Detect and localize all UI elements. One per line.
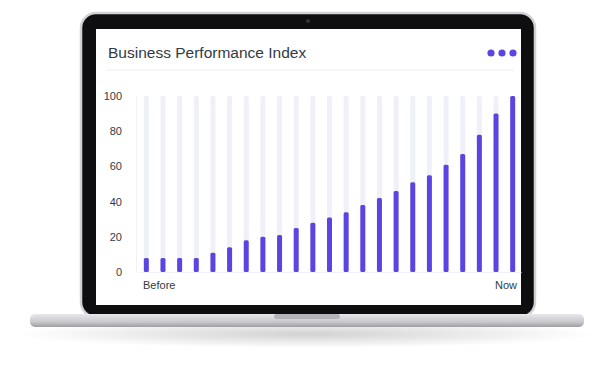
bar-track [344,96,349,272]
bar [194,258,199,272]
x-axis-line [139,272,522,273]
page: Business Performance Index 0 20 40 60 80 100 Be… [0,0,614,379]
bar-track [210,96,215,272]
bar [494,114,499,272]
y-axis-line [136,97,137,273]
menu-dots[interactable] [487,49,516,56]
bar [510,96,515,272]
x-tick: Before [143,272,175,291]
bar [377,198,382,272]
bar [177,258,182,272]
bar [410,182,415,272]
bar-track [494,96,499,272]
bar-track [194,96,199,272]
y-tick-label: 40 [110,196,122,208]
bar [210,253,215,272]
bar-track [394,96,399,272]
bar [294,228,299,272]
menu-dot[interactable] [487,49,494,56]
laptop-notch [274,314,340,319]
bar-track [310,96,315,272]
laptop-bezel [81,13,535,317]
bar-track [327,96,332,272]
header-divider [106,70,514,71]
bar [394,191,399,272]
bar-track [377,96,382,272]
bar [360,205,365,272]
y-tick: 100 [104,90,136,102]
chart-title: Business Performance Index [108,44,306,61]
bar-track [144,96,149,272]
bar [144,258,149,272]
bar-track [360,96,365,272]
bar [427,175,432,272]
menu-dot[interactable] [509,49,516,56]
bar-track [510,96,515,272]
bar [327,217,332,272]
x-tick-label: Now [495,279,517,291]
bar [227,247,232,272]
plot-area [144,96,515,272]
bar-track [427,96,432,272]
bar-track [444,96,449,272]
y-tick: 60 [110,160,136,172]
bar [477,135,482,272]
laptop-camera [306,19,310,23]
bar-track [177,96,182,272]
bar [160,258,165,272]
bar [260,237,265,272]
bar [277,235,282,272]
y-tick: 80 [110,125,136,137]
bar-track [477,96,482,272]
y-tick-label: 0 [116,266,122,278]
y-tick-label: 80 [110,125,122,137]
y-tick: 0 [116,266,136,278]
bar-track [294,96,299,272]
bar-track [227,96,232,272]
bar-track [244,96,249,272]
y-axis: 0 20 40 60 80 100 [104,90,137,278]
x-axis: Before Now [139,272,522,291]
y-tick-label: 100 [104,90,122,102]
bar [460,154,465,272]
bar [444,165,449,272]
bar-track [160,96,165,272]
bar [344,212,349,272]
bar-track [277,96,282,272]
menu-dot[interactable] [498,49,505,56]
bar [244,240,249,272]
laptop [17,13,597,348]
y-tick: 40 [110,196,136,208]
bar [310,223,315,272]
laptop-base [30,314,584,327]
bar-track [260,96,265,272]
screen [96,29,521,305]
bar-track [460,96,465,272]
y-tick: 20 [110,231,136,243]
bar-track [410,96,415,272]
y-tick-label: 20 [110,231,122,243]
x-tick-label: Before [143,279,175,291]
x-tick: Now [495,272,517,291]
y-tick-label: 60 [110,160,122,172]
